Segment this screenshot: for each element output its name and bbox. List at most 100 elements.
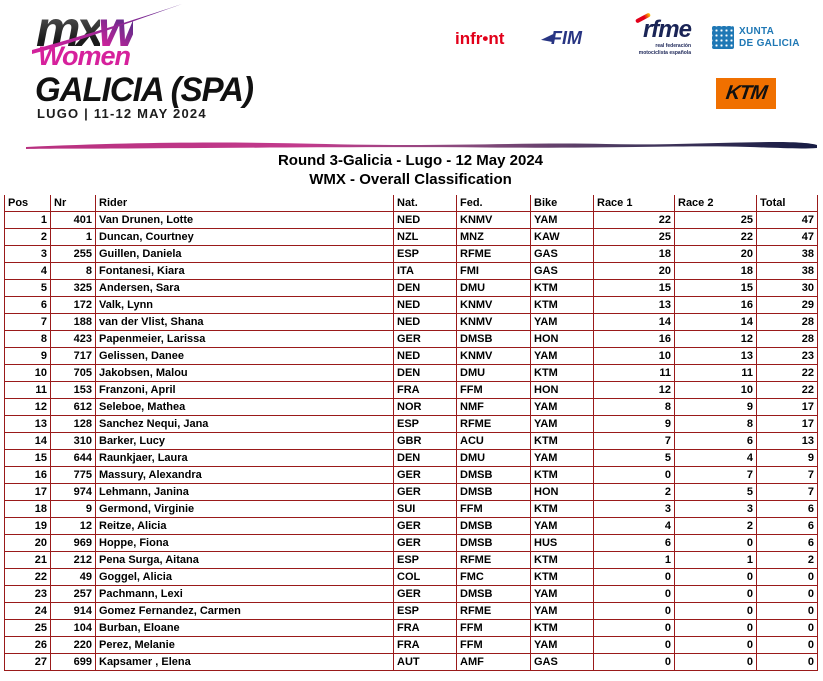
cell-nr: 153 bbox=[50, 381, 96, 399]
cell-fed: KNMV bbox=[456, 296, 531, 314]
cell-fed: DMU bbox=[456, 449, 531, 467]
cell-bike: KTM bbox=[530, 432, 594, 450]
table-row: 6 172 Valk, Lynn NED KNMV KTM 13 16 29 bbox=[4, 296, 818, 314]
cell-pos: 24 bbox=[4, 602, 51, 620]
cell-pos: 7 bbox=[4, 313, 51, 331]
cell-race2: 10 bbox=[674, 381, 757, 399]
cell-nat: COL bbox=[393, 568, 457, 586]
cell-total: 13 bbox=[756, 432, 818, 450]
cell-nr: 49 bbox=[50, 568, 96, 586]
cell-race1: 10 bbox=[593, 347, 675, 365]
cell-bike: YAM bbox=[530, 313, 594, 331]
cell-race1: 3 bbox=[593, 500, 675, 518]
cell-bike: GAS bbox=[530, 653, 594, 671]
cell-rider: Valk, Lynn bbox=[95, 296, 394, 314]
cell-race1: 9 bbox=[593, 415, 675, 433]
cell-race1: 1 bbox=[593, 551, 675, 569]
cell-bike: KTM bbox=[530, 568, 594, 586]
table-row: 5 325 Andersen, Sara DEN DMU KTM 15 15 30 bbox=[4, 279, 818, 297]
cell-race2: 8 bbox=[674, 415, 757, 433]
classification-title: WMX - Overall Classification bbox=[309, 170, 512, 188]
cell-nat: FRA bbox=[393, 619, 457, 637]
cell-total: 22 bbox=[756, 381, 818, 399]
cell-total: 7 bbox=[756, 483, 818, 501]
cell-rider: Van Drunen, Lotte bbox=[95, 211, 394, 229]
cell-nr: 9 bbox=[50, 500, 96, 518]
cell-pos: 3 bbox=[4, 245, 51, 263]
cell-bike: YAM bbox=[530, 415, 594, 433]
cell-race2: 6 bbox=[674, 432, 757, 450]
cell-fed: KNMV bbox=[456, 211, 531, 229]
cell-bike: KTM bbox=[530, 500, 594, 518]
cell-nr: 775 bbox=[50, 466, 96, 484]
cell-pos: 6 bbox=[4, 296, 51, 314]
cell-bike: YAM bbox=[530, 636, 594, 654]
table-row: 9 717 Gelissen, Danee NED KNMV YAM 10 13 23 bbox=[4, 347, 818, 365]
cell-fed: KNMV bbox=[456, 313, 531, 331]
cell-nat: AUT bbox=[393, 653, 457, 671]
xunta-logo-text: XUNTA DE GALICIA bbox=[739, 26, 800, 49]
cell-race1: 14 bbox=[593, 313, 675, 331]
cell-nr: 188 bbox=[50, 313, 96, 331]
cell-fed: RFME bbox=[456, 415, 531, 433]
column-header-pos: Pos bbox=[4, 195, 51, 212]
cell-rider: Seleboe, Mathea bbox=[95, 398, 394, 416]
cell-race2: 0 bbox=[674, 636, 757, 654]
column-header-bike: Bike bbox=[530, 195, 594, 212]
table-row: 18 9 Germond, Virginie SUI FFM KTM 3 3 6 bbox=[4, 500, 818, 518]
cell-bike: HON bbox=[530, 381, 594, 399]
cell-rider: Pena Surga, Aitana bbox=[95, 551, 394, 569]
cell-race2: 9 bbox=[674, 398, 757, 416]
cell-nat: NOR bbox=[393, 398, 457, 416]
cell-bike: YAM bbox=[530, 398, 594, 416]
cell-rider: van der Vlist, Shana bbox=[95, 313, 394, 331]
xunta-text-line2: DE GALICIA bbox=[739, 37, 800, 49]
cell-race1: 20 bbox=[593, 262, 675, 280]
cell-rider: Guillen, Daniela bbox=[95, 245, 394, 263]
cell-total: 0 bbox=[756, 653, 818, 671]
cell-total: 6 bbox=[756, 500, 818, 518]
cell-fed: MNZ bbox=[456, 228, 531, 246]
table-row: 11 153 Franzoni, April FRA FFM HON 12 10 22 bbox=[4, 381, 818, 399]
mxw-logo-women: Women bbox=[38, 41, 131, 71]
series-logo: mxw Women bbox=[32, 4, 266, 71]
cell-total: 38 bbox=[756, 262, 818, 280]
cell-fed: DMU bbox=[456, 364, 531, 382]
cell-race2: 11 bbox=[674, 364, 757, 382]
cell-nat: GER bbox=[393, 517, 457, 535]
cell-total: 17 bbox=[756, 415, 818, 433]
cell-nat: NED bbox=[393, 296, 457, 314]
cell-rider: Pachmann, Lexi bbox=[95, 585, 394, 603]
cell-race1: 6 bbox=[593, 534, 675, 552]
column-header-rider: Rider bbox=[95, 195, 394, 212]
table-row: 22 49 Goggel, Alicia COL FMC KTM 0 0 0 bbox=[4, 568, 818, 586]
xunta-galicia-logo: XUNTA DE GALICIA bbox=[712, 26, 800, 49]
cell-nr: 969 bbox=[50, 534, 96, 552]
cell-pos: 19 bbox=[4, 517, 51, 535]
xunta-text-line1: XUNTA bbox=[739, 26, 775, 37]
cell-nr: 325 bbox=[50, 279, 96, 297]
cell-bike: YAM bbox=[530, 602, 594, 620]
cell-rider: Fontanesi, Kiara bbox=[95, 262, 394, 280]
cell-fed: DMSB bbox=[456, 534, 531, 552]
cell-race1: 0 bbox=[593, 636, 675, 654]
cell-fed: FFM bbox=[456, 636, 531, 654]
cell-fed: KNMV bbox=[456, 347, 531, 365]
cell-rider: Sanchez Nequi, Jana bbox=[95, 415, 394, 433]
cell-total: 6 bbox=[756, 517, 818, 535]
cell-nat: GER bbox=[393, 483, 457, 501]
cell-nr: 644 bbox=[50, 449, 96, 467]
table-row: 13 128 Sanchez Nequi, Jana ESP RFME YAM 9 8 17 bbox=[4, 415, 818, 433]
column-header-race2: Race 2 bbox=[674, 195, 757, 212]
cell-race2: 14 bbox=[674, 313, 757, 331]
table-row: 27 699 Kapsamer , Elena AUT AMF GAS 0 0 0 bbox=[4, 653, 818, 671]
cell-nr: 699 bbox=[50, 653, 96, 671]
cell-bike: GAS bbox=[530, 262, 594, 280]
cell-race2: 25 bbox=[674, 211, 757, 229]
cell-race1: 0 bbox=[593, 653, 675, 671]
cell-total: 0 bbox=[756, 585, 818, 603]
cell-rider: Lehmann, Janina bbox=[95, 483, 394, 501]
cell-rider: Hoppe, Fiona bbox=[95, 534, 394, 552]
cell-race1: 4 bbox=[593, 517, 675, 535]
cell-nr: 172 bbox=[50, 296, 96, 314]
